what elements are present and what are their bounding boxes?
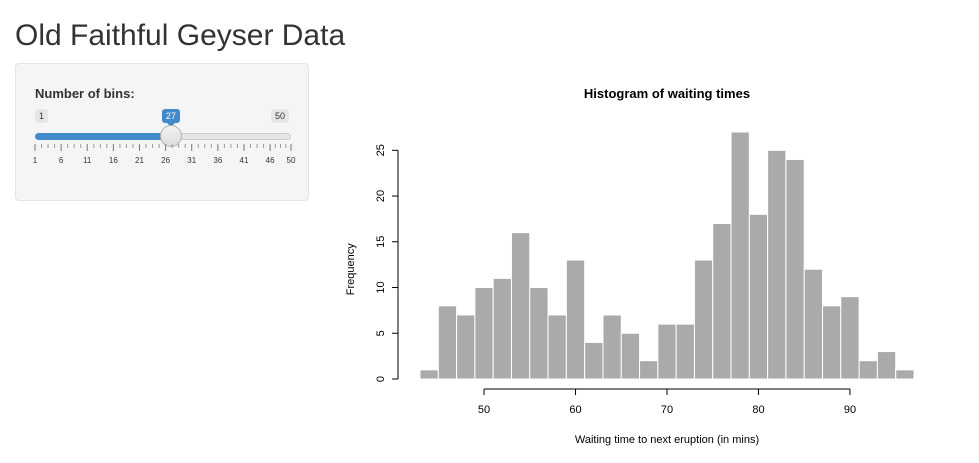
x-tick-label: 90 bbox=[844, 404, 856, 416]
y-tick-label: 5 bbox=[375, 330, 387, 336]
histogram-bar bbox=[675, 323, 695, 380]
histogram-bar bbox=[602, 314, 622, 380]
histogram-bar bbox=[510, 232, 531, 380]
slider-tick-label: 31 bbox=[187, 156, 196, 165]
histogram-bar bbox=[785, 158, 805, 380]
slider-tick-label: 21 bbox=[135, 156, 144, 165]
histogram-bar bbox=[474, 287, 494, 380]
histogram-bar bbox=[730, 131, 750, 380]
slider-tick-label: 1 bbox=[33, 156, 38, 165]
histogram-bar bbox=[620, 332, 641, 380]
histogram-bar bbox=[895, 369, 915, 380]
slider-tick-label: 41 bbox=[240, 156, 249, 165]
histogram-bar bbox=[840, 296, 860, 380]
histogram-bar bbox=[565, 259, 586, 380]
y-tick-label: 0 bbox=[375, 376, 387, 382]
histogram-bar bbox=[657, 323, 677, 380]
histogram-bar bbox=[547, 314, 567, 380]
slider-value-badge: 27 bbox=[161, 109, 180, 127]
x-tick-label: 70 bbox=[661, 404, 673, 416]
histogram-bar bbox=[529, 287, 549, 380]
histogram-bar bbox=[693, 259, 714, 380]
slider-fill bbox=[35, 133, 171, 140]
bins-slider-label: Number of bins: bbox=[35, 86, 135, 101]
page-title: Old Faithful Geyser Data bbox=[15, 19, 346, 52]
slider-min-badge: 1 bbox=[35, 109, 49, 123]
histogram-bar bbox=[876, 351, 897, 380]
histogram-bar bbox=[858, 360, 878, 380]
x-tick-label: 60 bbox=[569, 404, 581, 416]
slider-ticks: 1 6 11 16 21 26 31 36 41 46 50 bbox=[33, 144, 296, 165]
histogram-bar bbox=[748, 213, 769, 380]
x-axis-label: Waiting time to next eruption (in mins) bbox=[575, 434, 759, 446]
histogram-bar bbox=[419, 369, 439, 380]
y-tick-label: 15 bbox=[375, 236, 387, 248]
histogram-bar bbox=[492, 277, 512, 380]
slider-max-badge: 50 bbox=[270, 109, 289, 123]
slider-tick-label: 11 bbox=[83, 156, 92, 165]
histogram-bar bbox=[822, 305, 842, 380]
y-tick-label: 20 bbox=[375, 190, 387, 202]
histogram-bar bbox=[639, 360, 659, 380]
histogram-bar bbox=[584, 341, 604, 380]
slider-handle[interactable] bbox=[159, 125, 182, 147]
slider-tick-label: 6 bbox=[59, 156, 64, 165]
histogram-bar bbox=[456, 314, 476, 380]
y-tick-label: 25 bbox=[375, 144, 387, 156]
slider-tick-label: 36 bbox=[213, 156, 222, 165]
histogram-bar bbox=[767, 149, 787, 380]
histogram-bar bbox=[803, 268, 824, 380]
slider-tick-label: 16 bbox=[109, 156, 118, 165]
histogram-bar bbox=[437, 305, 458, 380]
x-tick-label: 50 bbox=[478, 404, 490, 416]
x-tick-label: 80 bbox=[752, 404, 764, 416]
y-axis-label: Frequency bbox=[345, 243, 357, 295]
slider-tick-label: 50 bbox=[287, 156, 296, 165]
y-tick-label: 10 bbox=[375, 281, 387, 293]
histogram-bar bbox=[712, 222, 732, 380]
slider-tick-label: 46 bbox=[266, 156, 275, 165]
chart-title: Histogram of waiting times bbox=[584, 86, 750, 101]
sidebar-panel: Number of bins: 1 50 27 1 6 11 16 21 26 31 36 41… bbox=[15, 63, 309, 201]
slider-tick-label: 26 bbox=[161, 156, 170, 165]
